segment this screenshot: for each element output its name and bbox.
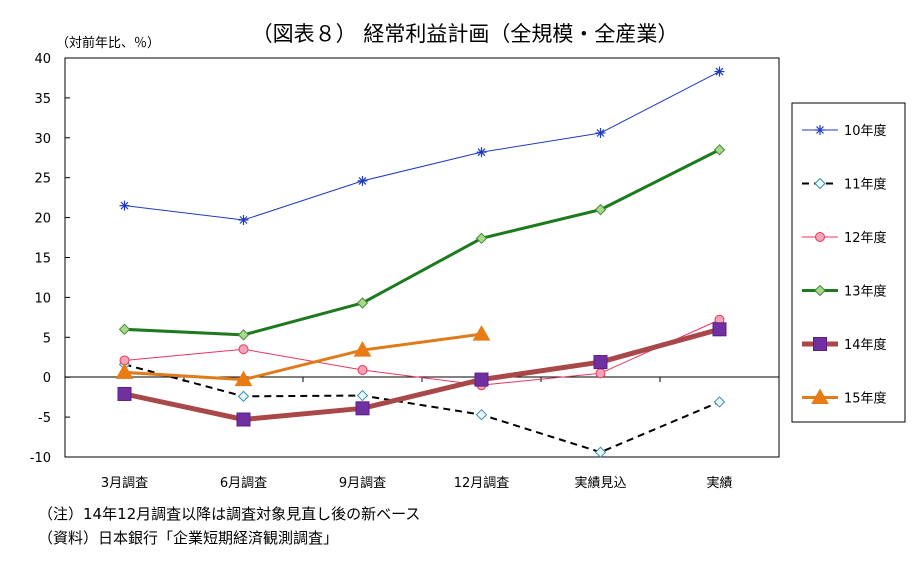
legend: 10年度 11年度 12年度 13年度 14年度 15年度 <box>802 123 887 407</box>
series-line <box>124 148 721 337</box>
legend-label: 12年度 <box>844 230 887 246</box>
x-axis: 3月調査 6月調査 9月調査 12月調査 実績見込 実績 <box>101 377 733 491</box>
y-tick-label: 5 <box>43 331 51 346</box>
data-point <box>475 408 488 421</box>
y-tick-label: 25 <box>34 172 51 187</box>
data-point <box>117 386 132 401</box>
legend-label: 13年度 <box>844 284 887 300</box>
data-point <box>476 147 487 158</box>
source-note: （資料）日本銀行「企業短期経済観測調査」 <box>38 529 339 547</box>
data-point <box>713 396 726 408</box>
series-4 <box>117 322 727 427</box>
series-line <box>124 363 720 454</box>
data-point <box>714 66 725 77</box>
x-tick-label: 12月調査 <box>454 476 510 491</box>
legend-label: 15年度 <box>844 391 887 407</box>
legend-box <box>791 102 906 423</box>
y-tick-label: 40 <box>34 52 51 67</box>
data-point <box>593 355 608 370</box>
legend-swatch-marker <box>814 177 826 190</box>
legend-label: 10年度 <box>844 123 887 139</box>
y-tick-label: 35 <box>34 92 51 107</box>
x-tick-label: 実績見込 <box>574 475 626 491</box>
legend-swatch-marker <box>814 284 826 297</box>
chart-title: （図表８） 経常利益計画（全規模・全産業） <box>252 22 679 46</box>
y-axis: -10 -5 0 5 10 15 20 25 30 35 40 <box>30 52 70 466</box>
data-point <box>356 297 369 309</box>
data-point <box>118 323 131 336</box>
x-tick-label: 3月調査 <box>101 476 148 491</box>
legend-item: 13年度 <box>802 284 887 300</box>
series-line <box>124 332 482 382</box>
plot-area <box>64 57 780 458</box>
x-tick-label: 実績 <box>706 475 732 491</box>
legend-item: 10年度 <box>802 123 887 139</box>
x-tick-label: 6月調査 <box>220 476 267 491</box>
legend-swatch-marker <box>815 125 825 135</box>
data-point <box>594 203 607 216</box>
data-point <box>353 341 372 357</box>
series-3 <box>118 144 726 341</box>
data-point <box>237 329 250 341</box>
data-point <box>357 365 368 376</box>
series-layer <box>115 66 727 458</box>
legend-item: 15年度 <box>802 388 887 407</box>
series-1 <box>118 358 726 458</box>
legend-label: 14年度 <box>844 337 887 353</box>
y-tick-label: -5 <box>38 411 51 426</box>
y-tick-label: 0 <box>43 371 51 386</box>
series-line <box>124 319 720 386</box>
legend-item: 12年度 <box>802 230 887 246</box>
data-point <box>234 370 253 387</box>
legend-swatch-marker <box>815 232 825 242</box>
data-point <box>355 401 370 416</box>
legend-swatch-marker <box>811 388 829 404</box>
data-point <box>237 390 250 403</box>
x-tick-label: 9月調査 <box>339 476 386 491</box>
data-point <box>472 325 491 341</box>
data-point <box>474 372 489 387</box>
data-point <box>236 412 251 427</box>
data-point <box>595 368 606 379</box>
footnote: （注）14年12月調査以降は調査対象見直し後の新ベース <box>38 505 421 523</box>
legend-label: 11年度 <box>844 177 887 193</box>
y-tick-label: 10 <box>34 291 51 306</box>
data-point <box>475 232 488 245</box>
y-tick-label: 15 <box>34 252 51 267</box>
series-line <box>124 71 720 221</box>
data-point <box>115 363 134 379</box>
legend-item: 14年度 <box>802 337 887 353</box>
y-tick-label: -10 <box>30 451 51 466</box>
legend-item: 11年度 <box>802 177 887 193</box>
data-point <box>595 128 606 139</box>
data-point <box>119 200 130 211</box>
y-axis-unit-label: （対前年比、％） <box>56 35 160 51</box>
data-point <box>713 144 726 156</box>
data-point <box>594 446 607 458</box>
series-line <box>123 326 721 422</box>
series-0 <box>119 66 725 225</box>
legend-swatch-marker <box>813 337 827 351</box>
series-5 <box>115 325 491 387</box>
data-point <box>712 322 727 337</box>
data-point <box>238 214 249 225</box>
data-point <box>357 175 368 186</box>
data-point <box>356 389 369 402</box>
data-point <box>238 344 249 355</box>
y-tick-label: 30 <box>34 132 51 147</box>
series-2 <box>119 314 725 391</box>
y-tick-label: 20 <box>34 212 51 227</box>
